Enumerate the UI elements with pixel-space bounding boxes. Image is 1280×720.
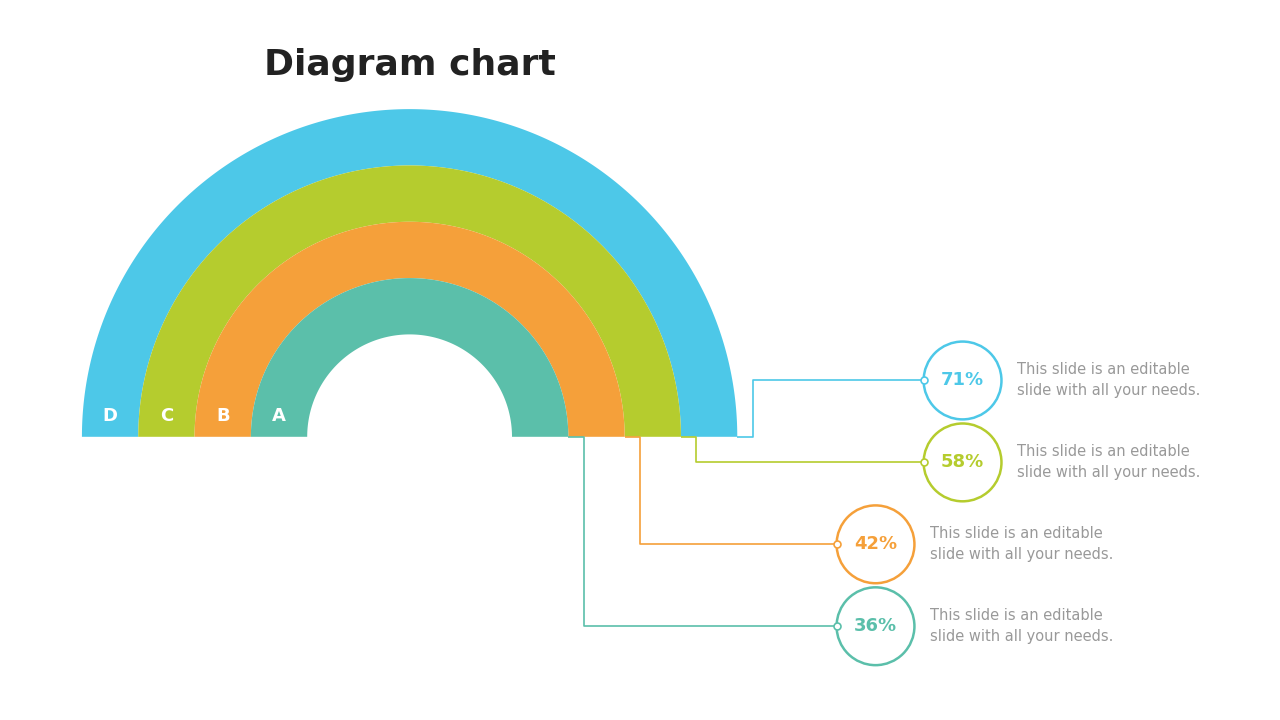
Text: 36%: 36% xyxy=(854,617,897,635)
Circle shape xyxy=(837,588,914,665)
Circle shape xyxy=(924,341,1001,419)
Text: D: D xyxy=(102,407,118,425)
Text: A: A xyxy=(273,407,285,425)
Polygon shape xyxy=(82,109,737,437)
Polygon shape xyxy=(138,166,681,437)
Text: B: B xyxy=(216,407,229,425)
Text: Diagram chart: Diagram chart xyxy=(264,48,556,81)
Text: 42%: 42% xyxy=(854,536,897,553)
Text: C: C xyxy=(160,407,173,425)
Text: 71%: 71% xyxy=(941,372,984,390)
Circle shape xyxy=(924,423,1001,501)
Text: This slide is an editable
slide with all your needs.: This slide is an editable slide with all… xyxy=(929,608,1114,644)
Text: 58%: 58% xyxy=(941,454,984,472)
Circle shape xyxy=(837,505,914,583)
Polygon shape xyxy=(251,278,568,437)
Polygon shape xyxy=(195,222,625,437)
Text: This slide is an editable
slide with all your needs.: This slide is an editable slide with all… xyxy=(1016,444,1201,480)
Text: This slide is an editable
slide with all your needs.: This slide is an editable slide with all… xyxy=(929,526,1114,562)
Text: This slide is an editable
slide with all your needs.: This slide is an editable slide with all… xyxy=(1016,362,1201,398)
